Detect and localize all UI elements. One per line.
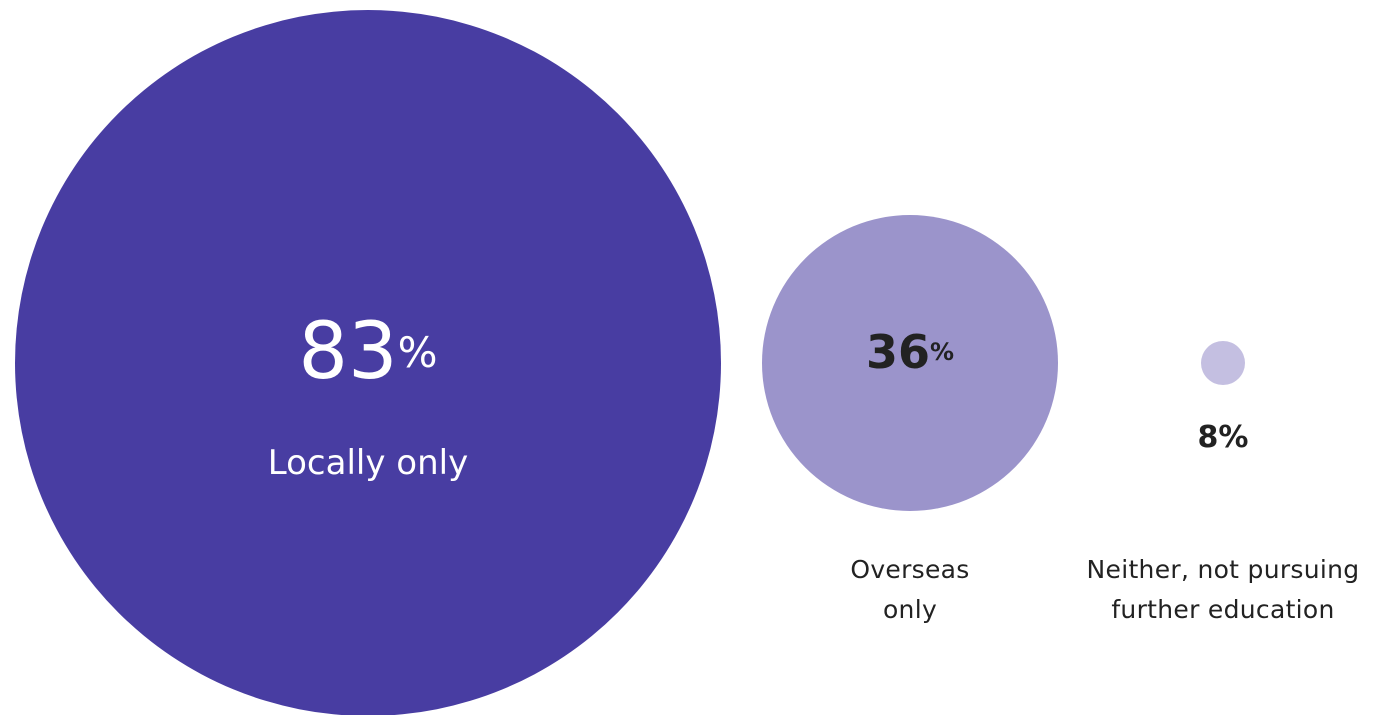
bubble-label-line: Neither, not pursuing xyxy=(1086,555,1360,584)
bubble-value-2: 8% xyxy=(1198,420,1249,455)
bubble-label-1: Overseas only xyxy=(745,550,1075,630)
bubble-label-line: Overseas xyxy=(850,555,970,584)
bubble-label-0: Locally only xyxy=(268,443,468,483)
bubble-0 xyxy=(15,10,721,715)
bubble-value-number-2: 8 xyxy=(1198,420,1219,455)
bubble-value-unit-0: % xyxy=(398,328,438,377)
bubble-1 xyxy=(762,215,1058,511)
bubble-label-line: only xyxy=(882,595,938,624)
bubble-value-unit-2: % xyxy=(1218,420,1248,455)
bubble-label-line: further education xyxy=(1111,595,1335,624)
bubble-value-unit-1: % xyxy=(930,338,954,366)
bubble-value-1: 36% xyxy=(866,325,954,379)
bubble-2 xyxy=(1201,341,1245,385)
bubble-value-number-1: 36 xyxy=(866,325,930,379)
bubble-label-2: Neither, not pursuing further education xyxy=(1058,550,1386,630)
bubble-value-0: 83% xyxy=(298,307,437,397)
bubble-value-number-0: 83 xyxy=(298,307,397,397)
